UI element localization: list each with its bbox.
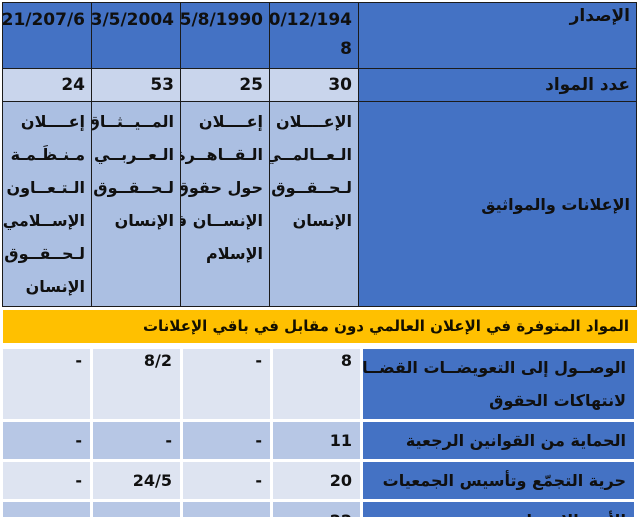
declaration-line: حول حقوق — [180, 178, 264, 197]
declaration-line: لـحــقــوق — [93, 178, 174, 197]
value-cell-oic: - — [0, 459, 93, 502]
row-label-line: حرية التجمّع وتأسيس الجمعيات — [382, 471, 626, 490]
declaration-line: المــيــثــاق — [91, 112, 175, 131]
declaration-line: الإنسان — [114, 211, 174, 230]
value-cell-udhr: 11 — [270, 419, 363, 462]
articles-count-oic: 24 — [2, 68, 92, 102]
value-cell-udhr: 20 — [270, 459, 363, 502]
declarations-header-cell: الإعلانات والمواثيق — [358, 101, 637, 307]
date-text-wrap: 8 — [340, 39, 352, 59]
declarations-table: الإصدار 10/12/194 8 5/8/1990 23/5/2004 2… — [2, 2, 637, 307]
value-cell-oic: - — [0, 346, 93, 422]
declaration-line: الـقــاهــرة — [180, 145, 264, 164]
declaration-cell-arab-charter: المــيــثــاق الـعــربــي لـحــقــوق الإ… — [91, 101, 181, 307]
articles-header-cell: عدد المواد — [358, 68, 637, 102]
value-cell-arab-charter: 8/2 — [90, 346, 183, 422]
declaration-cell-oic: إعــــلان مـنـظَـمـة الـتـعــاون الإســل… — [2, 101, 92, 307]
row-label-judicial-remedies: الوصــول إلى التعويضــات القضــائية لانت… — [360, 346, 637, 422]
row-label-line: الأمن الاجتماعي — [371, 504, 626, 517]
declaration-line: إعــــلان — [20, 112, 85, 131]
declaration-line: إعــــلان — [198, 112, 263, 131]
value-cell-arab-charter: - — [90, 499, 183, 517]
row-judicial-remedies: الوصــول إلى التعويضــات القضــائية لانت… — [0, 346, 637, 422]
articles-count-cairo: 25 — [180, 68, 270, 102]
row-social-security: الأمن الاجتماعي 22 - - - — [0, 499, 637, 517]
row-label-line: الوصــول إلى التعويضــات القضــائية — [361, 358, 627, 377]
date-cell-oic: 21/207/6 — [2, 2, 92, 69]
declaration-line: الإسلام — [205, 244, 263, 263]
declaration-line: الـعــربــي — [93, 145, 174, 164]
value-cell-oic: - — [0, 419, 93, 462]
declaration-line: مـنـظَـمـة — [10, 145, 85, 164]
row-label-freedom-of-assembly: حرية التجمّع وتأسيس الجمعيات — [360, 459, 637, 502]
declaration-line: الإعــــلان — [275, 112, 352, 131]
value-cell-cairo: - — [180, 459, 273, 502]
declaration-line: لـحــقــوق — [4, 244, 85, 263]
date-cell-arab-charter: 23/5/2004 — [91, 2, 181, 69]
declaration-line: الإنسان — [25, 277, 85, 296]
value-cell-udhr: 22 — [270, 499, 363, 517]
row-retroactive-laws: الحماية من القوانين الرجعية 11 - - - — [0, 419, 637, 462]
articles-count-row: عدد المواد 30 25 53 24 — [2, 68, 637, 102]
articles-count-udhr: 30 — [269, 68, 359, 102]
row-label-social-security: الأمن الاجتماعي — [360, 499, 637, 517]
date-text: 23/5/2004 — [91, 10, 175, 30]
value-cell-arab-charter: 24/5 — [90, 459, 183, 502]
value-cell-cairo: - — [180, 346, 273, 422]
date-text: 10/12/194 — [269, 10, 353, 30]
date-cell-cairo: 5/8/1990 — [180, 2, 270, 69]
issuance-header-cell: الإصدار — [358, 2, 637, 69]
issuance-row: الإصدار 10/12/194 8 5/8/1990 23/5/2004 2… — [2, 2, 637, 69]
value-cell-arab-charter: - — [90, 419, 183, 462]
value-cell-oic: - — [0, 499, 93, 517]
declaration-line: الـعــالمــي — [269, 145, 353, 164]
value-cell-cairo: - — [180, 419, 273, 462]
articles-count-arab-charter: 53 — [91, 68, 181, 102]
declaration-names-row: الإعلانات والمواثيق الإعــــلان الـعــال… — [2, 101, 637, 307]
date-cell-udhr: 10/12/194 8 — [269, 2, 359, 69]
section-banner: المواد المتوفرة في الإعلان العالمي دون م… — [3, 310, 637, 343]
row-label-line: لانتهاكات الحقوق — [489, 391, 626, 410]
declaration-cell-cairo: إعــــلان الـقــاهــرة حول حقوق الإنســا… — [180, 101, 270, 307]
value-cell-udhr: 8 — [270, 346, 363, 422]
row-freedom-of-assembly: حرية التجمّع وتأسيس الجمعيات 20 - 24/5 - — [0, 459, 637, 502]
declaration-line: الإســلامي — [2, 211, 86, 230]
declaration-line: الإنســان في — [182, 211, 264, 230]
date-text: 5/8/1990 — [180, 10, 264, 30]
declaration-line: الإنسان — [292, 211, 352, 230]
date-text: 21/207/6 — [2, 10, 86, 30]
row-label-retroactive-laws: الحماية من القوانين الرجعية — [360, 419, 637, 462]
declaration-cell-udhr: الإعــــلان الـعــالمــي لـحــقــوق الإن… — [269, 101, 359, 307]
row-label-line: الحماية من القوانين الرجعية — [405, 431, 626, 450]
declaration-line: لـحــقــوق — [271, 178, 352, 197]
unique-articles-table: الوصــول إلى التعويضــات القضــائية لانت… — [0, 346, 637, 517]
value-cell-cairo: - — [180, 499, 273, 517]
declaration-line: الـتـعــاون — [6, 178, 85, 197]
